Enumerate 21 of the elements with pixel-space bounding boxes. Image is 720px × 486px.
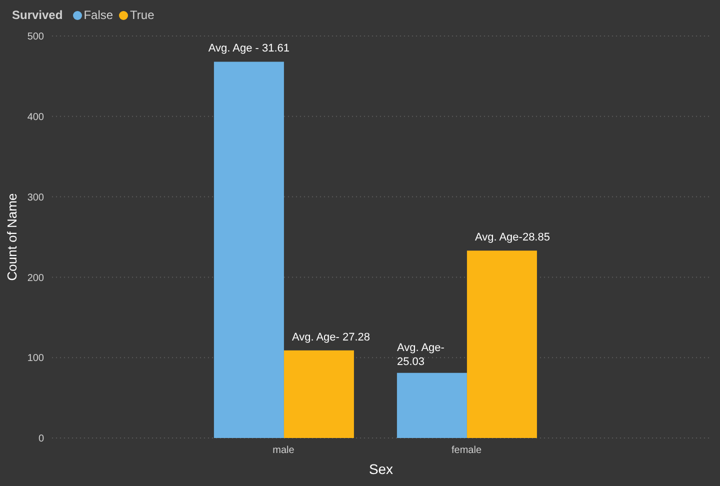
bar xyxy=(284,350,354,438)
legend-label: True xyxy=(130,8,154,22)
legend-label: False xyxy=(84,8,114,22)
bar xyxy=(396,372,467,438)
annotation: Avg. Age-28.85 xyxy=(474,232,550,244)
y-tick-label: 400 xyxy=(27,112,44,123)
x-tick-label: male xyxy=(272,445,295,456)
y-tick-label: 500 xyxy=(27,32,44,43)
y-tick-label: 300 xyxy=(27,192,44,204)
y-tick-label: 200 xyxy=(27,272,44,284)
y-tick-label: 0 xyxy=(38,434,44,445)
bar xyxy=(214,62,284,438)
annotation: Avg. Age- 27.28 xyxy=(292,331,370,344)
bar xyxy=(466,250,537,438)
y-tick-label: 100 xyxy=(27,353,44,364)
annotation: Avg. Age- 25.03 xyxy=(396,342,445,368)
annotation: Avg. Age - 31.61 xyxy=(208,42,290,55)
x-axis-title: Sex xyxy=(368,461,394,477)
y-axis-title: Count of Name xyxy=(4,193,20,281)
legend-title: Survived xyxy=(12,8,63,22)
x-tick-label: female xyxy=(451,445,482,456)
